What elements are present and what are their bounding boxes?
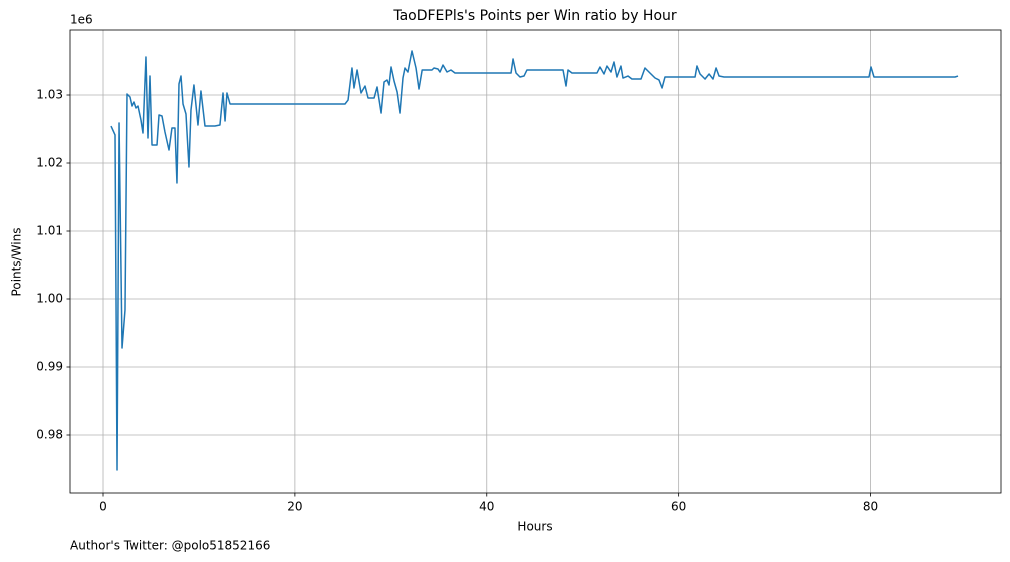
x-tick-label: 20 xyxy=(287,500,302,514)
plot-frame xyxy=(69,29,1002,494)
x-axis-label: Hours xyxy=(517,520,552,534)
y-tick-label: 1.01 xyxy=(36,224,63,238)
x-tick-label: 40 xyxy=(479,500,494,514)
footer: Author's Twitter: @polo51852166 xyxy=(70,539,270,553)
y-tick-label: 0.98 xyxy=(36,427,63,441)
chart-title: TaoDFEPls's Points per Win ratio by Hour xyxy=(392,8,677,24)
y-tick-label: 1.02 xyxy=(36,156,63,170)
y-tick-label: 1.03 xyxy=(36,88,63,102)
y-axis-label: Points/Wins xyxy=(10,228,24,297)
y-tick-label: 0.99 xyxy=(36,359,63,373)
x-tick-label: 0 xyxy=(99,500,107,514)
x-tick-label: 80 xyxy=(863,500,878,514)
x-tick-label: 60 xyxy=(671,500,686,514)
data-line xyxy=(110,50,959,471)
y-offset-label: 1e6 xyxy=(70,13,93,27)
y-tick-label: 1.00 xyxy=(36,292,63,306)
